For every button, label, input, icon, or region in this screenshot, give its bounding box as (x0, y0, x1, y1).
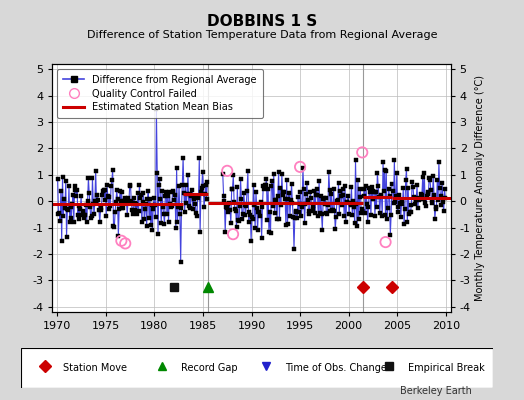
Text: Difference of Station Temperature Data from Regional Average: Difference of Station Temperature Data f… (87, 30, 437, 40)
Point (358, 149, 366, 156)
Text: Empirical Break: Empirical Break (408, 363, 484, 373)
Point (229, 231, 237, 237)
Point (381, 239, 390, 245)
FancyBboxPatch shape (21, 348, 493, 388)
Text: Record Gap: Record Gap (181, 363, 238, 373)
Text: Berkeley Earth: Berkeley Earth (400, 386, 472, 396)
Y-axis label: Monthly Temperature Anomaly Difference (°C): Monthly Temperature Anomaly Difference (… (475, 75, 485, 301)
Point (117, 238, 126, 244)
Text: Time of Obs. Change: Time of Obs. Change (285, 363, 387, 373)
Text: Station Move: Station Move (63, 363, 127, 373)
Point (223, 168, 232, 174)
Point (296, 164, 304, 170)
Text: DOBBINS 1 S: DOBBINS 1 S (207, 14, 317, 29)
Legend: Difference from Regional Average, Quality Control Failed, Estimated Station Mean: Difference from Regional Average, Qualit… (57, 69, 263, 118)
Point (121, 240, 129, 247)
